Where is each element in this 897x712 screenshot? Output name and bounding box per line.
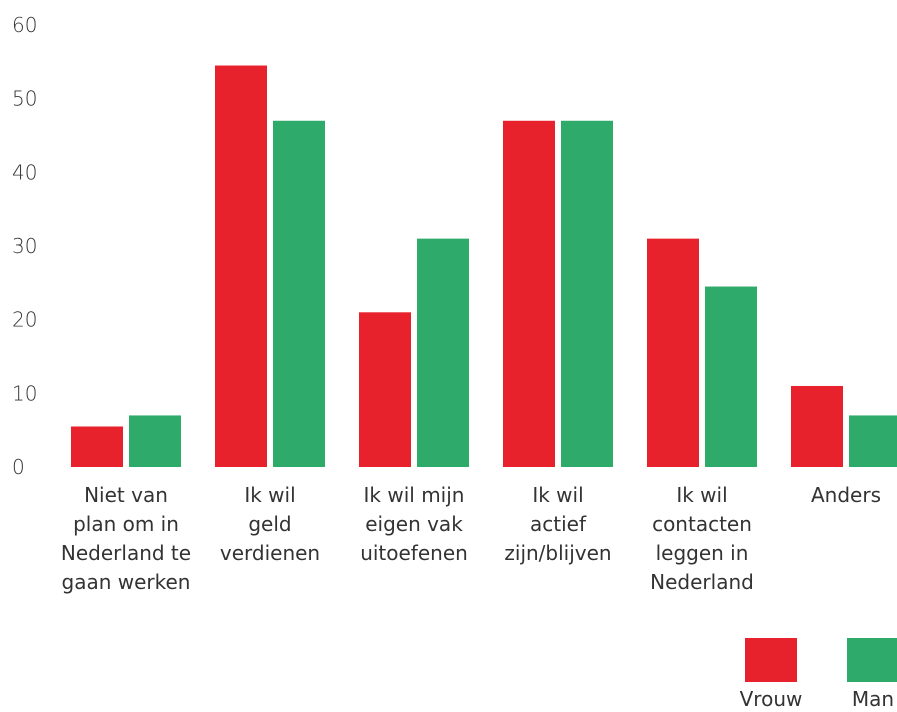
category-label-line: actief (530, 512, 587, 536)
legend-label-vrouw: Vrouw (740, 687, 803, 711)
bar-vrouw (791, 385, 843, 467)
y-tick-label: 40 (12, 160, 37, 184)
category-label-line: Ik wil (676, 483, 727, 507)
y-tick-label: 30 (12, 234, 37, 258)
category-label-line: Ik wil (244, 483, 295, 507)
bars (71, 65, 897, 468)
y-tick-label: 0 (12, 455, 25, 479)
legend-swatch-vrouw (745, 638, 797, 682)
category-label-line: plan om in (73, 512, 179, 536)
legend-swatch-man (847, 638, 897, 682)
category-label: Ik wil contacten leggen in Nederland (650, 483, 754, 594)
category-label-line: leggen in (656, 541, 749, 565)
category-label-line: uitoefenen (360, 541, 468, 565)
bar-man (849, 415, 897, 467)
category-label: Ik wil geld verdienen (220, 483, 320, 565)
bar-vrouw (647, 238, 699, 467)
bar-man (705, 286, 757, 467)
category-label-line: gaan werken (62, 570, 191, 594)
category-label-line: contacten (652, 512, 752, 536)
bar-vrouw (215, 65, 267, 468)
y-tick-label: 20 (12, 308, 37, 332)
category-label: Ik wil actief zijn/blijven (504, 483, 611, 565)
bar-vrouw (503, 120, 555, 468)
category-label-line: Ik wil (532, 483, 583, 507)
bar-man (129, 415, 181, 467)
x-axis: Niet van plan om in Nederland te gaan werke… (61, 483, 881, 594)
category-label-line: Anders (811, 483, 881, 507)
y-tick-label: 10 (12, 381, 37, 405)
legend-label-man: Man (852, 687, 894, 711)
bar-vrouw (359, 312, 411, 467)
bar-vrouw (71, 426, 123, 467)
bar-man (561, 120, 613, 468)
category-label-line: Niet van (84, 483, 168, 507)
category-label-line: eigen vak (365, 512, 463, 536)
bar-man (417, 238, 469, 467)
y-tick-label: 50 (12, 87, 37, 111)
y-tick-label: 60 (12, 13, 37, 37)
y-axis: 0 10 20 30 40 50 60 (12, 13, 37, 479)
category-label-line: zijn/blijven (504, 541, 611, 565)
bar-man (273, 120, 325, 468)
category-label-line: Nederland (650, 570, 754, 594)
category-label-line: Nederland te (61, 541, 191, 565)
category-label: Anders (811, 483, 881, 507)
legend: Vrouw Man (740, 638, 897, 711)
category-label-line: verdienen (220, 541, 320, 565)
category-label-line: Ik wil mijn (364, 483, 465, 507)
category-label-line: geld (248, 512, 291, 536)
category-label: Ik wil mijn eigen vak uitoefenen (360, 483, 468, 565)
category-label: Niet van plan om in Nederland te gaan werke… (61, 483, 191, 594)
